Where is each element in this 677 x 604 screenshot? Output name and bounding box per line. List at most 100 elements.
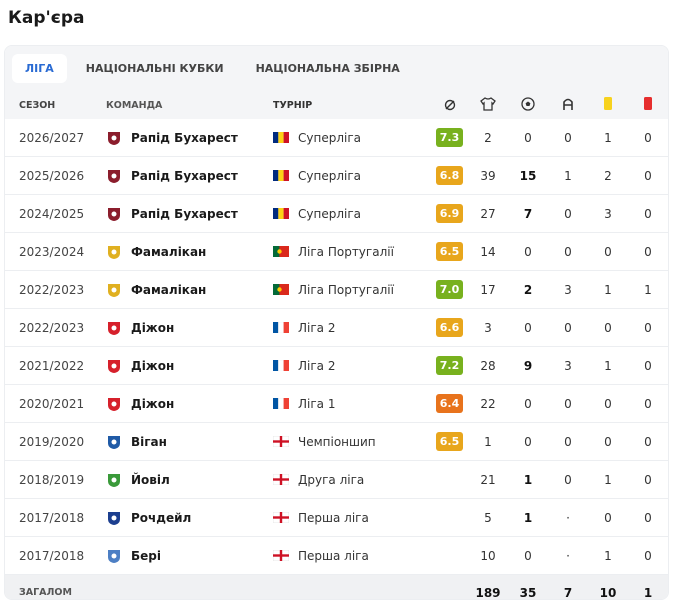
red-cards: 1 [644, 282, 652, 297]
assists: · [566, 548, 570, 563]
goals: 0 [524, 320, 532, 335]
team-cell: Діжон [106, 396, 273, 412]
team-cell: Рапід Бухарест [106, 168, 273, 184]
rating-cell: 6.9 [431, 204, 468, 223]
tournament-name: Ліга Португалії [298, 244, 394, 259]
tournament-name: Перша ліга [298, 548, 369, 563]
tournament-cell: Друга ліга [273, 473, 431, 487]
table-row: 2020/2021 Діжон Ліга 1 6.4 22 0 0 0 0 [5, 385, 668, 423]
tournament-cell: Ліга Португалії [273, 245, 431, 259]
team-name: Діжон [131, 358, 175, 373]
apps: 2 [484, 130, 492, 145]
flag [273, 474, 289, 485]
tournament-name: Суперліга [298, 130, 361, 145]
assists: 0 [564, 434, 572, 449]
flag [273, 322, 289, 333]
season: 2022/2023 [19, 320, 85, 335]
tournament-name: Друга ліга [298, 472, 365, 487]
rating-badge: 7.2 [435, 356, 464, 375]
season: 2019/2020 [19, 434, 85, 449]
yellow-cards: 1 [604, 282, 612, 297]
apps: 10 [480, 548, 496, 563]
red-cards: 0 [644, 548, 652, 563]
goals: 2 [523, 282, 533, 297]
assists: 3 [564, 282, 572, 297]
assists: 3 [564, 358, 572, 373]
goals: 7 [523, 206, 533, 221]
team-logo [108, 131, 120, 145]
rating-cell: 7.0 [431, 280, 468, 299]
flag [273, 550, 289, 561]
rating-badge: 6.5 [435, 432, 464, 451]
team-name: Рапід Бухарест [131, 168, 238, 183]
season: 2020/2021 [19, 396, 85, 411]
red-cards: 0 [644, 320, 652, 335]
team-name: Рочдейл [131, 510, 192, 525]
table-row: 2017/2018 Бері Перша ліга 10 0 · 1 0 [5, 537, 668, 575]
assists: · [566, 510, 570, 525]
yellow-cards: 0 [604, 510, 612, 525]
tournament-name: Суперліга [298, 206, 361, 221]
apps: 17 [480, 282, 496, 297]
season: 2017/2018 [19, 548, 85, 563]
rating-badge: 7.0 [435, 280, 464, 299]
yellow-card-icon [588, 96, 628, 114]
team-cell: Бері [106, 548, 273, 564]
rating-badge: 6.4 [435, 394, 464, 413]
season: 2026/2027 [19, 130, 85, 145]
tournament-cell: Чемпіоншип [273, 435, 431, 449]
rating-cell: 6.5 [431, 242, 468, 261]
rating-badge: 6.5 [435, 242, 464, 261]
assists: 0 [564, 472, 572, 487]
goals-icon [508, 96, 548, 114]
tab[interactable]: НАЦІОНАЛЬНА ЗБІРНА [255, 62, 400, 75]
flag [273, 360, 289, 371]
season: 2024/2025 [19, 206, 85, 221]
team-name: Бері [131, 548, 161, 563]
team-cell: Йовіл [106, 472, 273, 488]
apps: 27 [480, 206, 496, 221]
season: 2018/2019 [19, 472, 85, 487]
apps: 28 [480, 358, 496, 373]
apps: 22 [480, 396, 496, 411]
yellow-cards: 0 [604, 434, 612, 449]
page-title: Кар'єра [8, 8, 85, 28]
tournament-cell: Суперліга [273, 131, 431, 145]
rating-cell: 6.6 [431, 318, 468, 337]
rating-badge: 7.3 [435, 128, 464, 147]
flag [273, 132, 289, 143]
column-header: ТУРНІР [273, 99, 313, 111]
rating-cell: 6.5 [431, 432, 468, 451]
flag [273, 398, 289, 409]
total-row: ЗАГАЛОМ 189 35 7 10 1 [5, 575, 668, 599]
team-cell: Віган [106, 434, 273, 450]
tournament-cell: Ліга Португалії [273, 283, 431, 297]
apps: 21 [480, 472, 496, 487]
team-name: Йовіл [131, 472, 170, 487]
tab[interactable]: НАЦІОНАЛЬНІ КУБКИ [85, 62, 224, 75]
tournament-cell: Суперліга [273, 207, 431, 221]
team-cell: Рапід Бухарест [106, 130, 273, 146]
apps-icon [468, 96, 508, 114]
goals: 0 [524, 244, 532, 259]
team-logo [108, 397, 120, 411]
tab[interactable]: ЛІГА [12, 54, 67, 83]
yellow-cards: 1 [604, 548, 612, 563]
apps: 1 [484, 434, 492, 449]
table-row: 2023/2024 Фамалікан Ліга Португалії 6.5 14 0 0… [5, 233, 668, 271]
table-row: 2018/2019 Йовіл Друга ліга 21 1 0 1 0 [5, 461, 668, 499]
tournament-name: Суперліга [298, 168, 361, 183]
rating-badge: 6.9 [435, 204, 464, 223]
team-name: Фамалікан [131, 282, 207, 297]
tournament-name: Ліга 2 [298, 320, 336, 335]
team-logo [108, 359, 120, 373]
table-row: 2017/2018 Рочдейл Перша ліга 5 1 · 0 0 [5, 499, 668, 537]
rating-badge: 6.6 [435, 318, 464, 337]
team-name: Фамалікан [131, 244, 207, 259]
season: 2021/2022 [19, 358, 85, 373]
rating-cell: 7.3 [431, 128, 468, 147]
flag [273, 208, 289, 219]
flag [273, 512, 289, 523]
tabs: ЛІГА НАЦІОНАЛЬНІ КУБКИ НАЦІОНАЛЬНА ЗБІРН… [5, 46, 668, 91]
red-cards: 0 [644, 358, 652, 373]
